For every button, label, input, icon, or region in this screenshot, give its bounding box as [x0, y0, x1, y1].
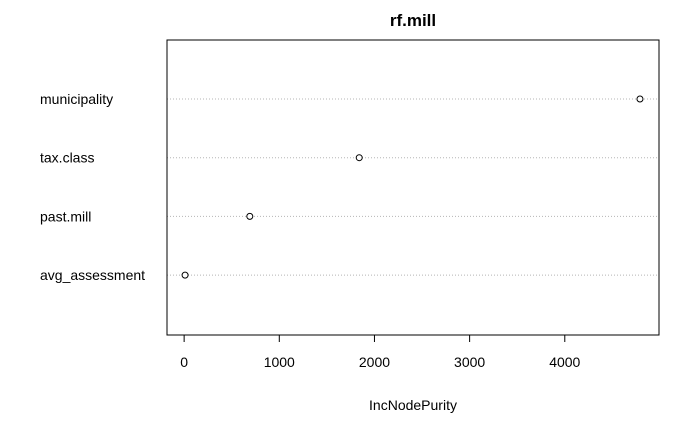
x-axis: 0 1000 2000 3000 4000: [180, 334, 581, 370]
category-label: avg_assessment: [40, 267, 145, 283]
x-tick-label: 0: [180, 354, 188, 370]
guide-lines: [167, 98, 659, 276]
x-tick-label: 4000: [549, 354, 580, 370]
chart-title: rf.mill: [390, 11, 436, 30]
category-label: municipality: [40, 91, 113, 107]
data-point: [246, 212, 254, 220]
plot-frame: [166, 39, 660, 336]
x-tick-label: 2000: [359, 354, 390, 370]
x-axis-title: IncNodePurity: [369, 397, 457, 413]
category-label: tax.class: [40, 150, 94, 166]
data-point: [636, 95, 644, 103]
category-labels: municipality tax.class past.mill avg_assess…: [40, 91, 145, 283]
x-tick-label: 3000: [454, 354, 485, 370]
x-tick-label: 1000: [264, 354, 295, 370]
data-point: [355, 154, 363, 162]
category-label: past.mill: [40, 208, 91, 224]
data-point: [181, 271, 189, 279]
data-points: [181, 95, 644, 279]
